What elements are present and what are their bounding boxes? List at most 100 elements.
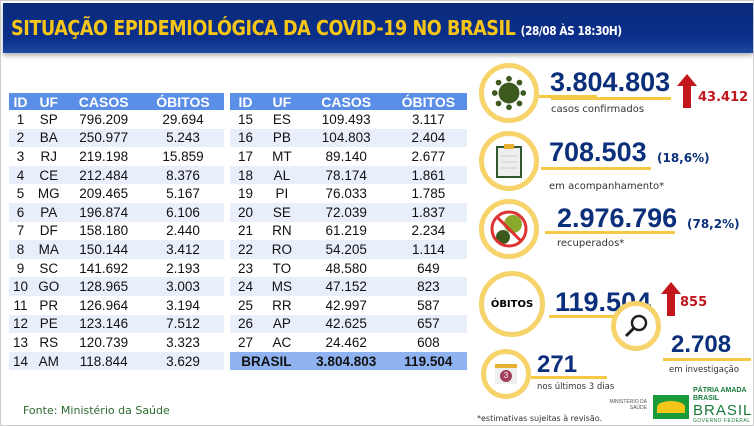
table-cell: 89.140 <box>325 148 367 164</box>
calendar-icon: 3 <box>481 349 531 399</box>
table-cell: 42.625 <box>302 314 390 334</box>
table-cell: 29.694 <box>162 111 204 127</box>
table-cell: 3.003 <box>141 277 224 296</box>
total-label: BRASIL <box>230 351 303 371</box>
investigation-value: 2.708 <box>671 331 732 358</box>
table-cell: 2.677 <box>411 148 446 164</box>
recent-value: 271 <box>537 351 578 378</box>
column-header: ID <box>230 93 261 110</box>
table-row: 17 MT 89.140 2.677 <box>230 147 467 166</box>
table-row: 27 AC 24.462 608 <box>230 333 467 352</box>
table-cell: 23 <box>237 260 253 276</box>
table-cell: PA <box>32 202 66 222</box>
table-cell: 1 <box>16 111 25 127</box>
table-cell: 109.493 <box>321 111 371 127</box>
table-cell: TO <box>272 260 292 276</box>
table-cell: RN <box>272 223 292 239</box>
arrow-up-icon <box>661 282 681 316</box>
monitoring-pct: (18,6%) <box>657 151 710 165</box>
table-cell: 24.462 <box>325 334 367 350</box>
recovered-label: recuperados* <box>557 238 625 249</box>
table-cell: 158.180 <box>79 223 129 239</box>
states-table-left: ID UF CASOS ÓBITOS 1 SP 796.209 29.694 2 BA 250.97… <box>9 93 224 371</box>
table-cell: AC <box>272 334 292 350</box>
total-casos: 3.804.803 <box>302 351 390 371</box>
deaths-increase: 855 <box>680 295 708 310</box>
table-row: 13 RS 120.739 3.323 <box>9 333 224 352</box>
table-cell: 128.965 <box>65 277 142 296</box>
column-header: UF <box>32 93 66 110</box>
table-cell: 3.412 <box>141 240 224 259</box>
table-row: 11 PR 126.964 3.194 <box>9 296 224 315</box>
table-cell: SC <box>39 260 59 276</box>
table-row: 7 DF 158.180 2.440 <box>9 222 224 241</box>
table-cell: 15.859 <box>162 148 204 164</box>
table-cell: 3.629 <box>141 351 224 371</box>
table-row: 5 MG 209.465 5.167 <box>9 184 224 203</box>
table-cell: AP <box>260 314 303 334</box>
table-cell: RR <box>272 297 292 313</box>
column-header: CASOS <box>302 93 390 110</box>
table-row: 8 MA 150.144 3.412 <box>9 240 224 259</box>
table-cell: RJ <box>40 148 58 164</box>
table-cell: 7.512 <box>141 314 224 334</box>
table-row: 25 RR 42.997 587 <box>230 296 467 315</box>
table-cell: SP <box>39 111 58 127</box>
table-cell: 27 <box>237 334 253 350</box>
table-cell: 22 <box>230 240 261 259</box>
no-virus-icon <box>479 199 539 259</box>
table-cell: AM <box>32 351 66 371</box>
table-cell: 2.440 <box>166 223 200 239</box>
table-cell: RS <box>39 334 59 350</box>
table-cell: BA <box>32 128 66 148</box>
table-cell: 1.837 <box>389 202 467 222</box>
table-cell: 657 <box>389 314 467 334</box>
table-cell: 3.323 <box>166 334 200 350</box>
table-cell: SE <box>260 202 303 222</box>
table-cell: 2.234 <box>411 223 446 239</box>
table-cell: 48.580 <box>325 260 367 276</box>
table-row: 16 PB 104.803 2.404 <box>230 128 467 148</box>
table-cell: 18 <box>230 165 261 185</box>
table-cell: PB <box>260 128 303 148</box>
table-cell: 24 <box>230 277 261 296</box>
date-text: (28/08 ÀS 18:30H) <box>520 24 622 38</box>
table-cell: 141.692 <box>79 260 129 276</box>
table-cell: 118.844 <box>65 351 142 371</box>
table-cell: 10 <box>9 277 33 296</box>
ministry-logo: MINISTÉRIO DA SAÚDE <box>609 399 647 411</box>
table-cell: 47.152 <box>302 277 390 296</box>
table-row: 18 AL 78.174 1.861 <box>230 165 467 185</box>
table-row: 24 MS 47.152 823 <box>230 277 467 296</box>
footnote: *estimativas sujeitas à revisão. <box>477 414 603 423</box>
table-cell: 823 <box>389 277 467 296</box>
virus-icon <box>479 63 539 123</box>
table-cell: 9 <box>16 260 25 276</box>
arrow-up-icon <box>677 74 697 108</box>
table-cell: 209.465 <box>79 186 129 202</box>
confirmed-label: casos confirmados <box>551 104 645 115</box>
table-cell: PE <box>32 314 66 334</box>
table-cell: 20 <box>230 202 261 222</box>
table-cell: 608 <box>417 334 440 350</box>
table-cell: 1.785 <box>411 186 446 202</box>
gov-logo-text: PÁTRIA AMADA BRASIL <box>693 387 747 402</box>
table-cell: DF <box>39 223 58 239</box>
table-cell: 15 <box>237 111 253 127</box>
gov-logo-subtitle: GOVERNO FEDERAL <box>693 418 751 424</box>
table-cell: 3.194 <box>166 297 200 313</box>
table-row: 9 SC 141.692 2.193 <box>9 259 224 278</box>
table-cell: 2 <box>9 128 33 148</box>
clipboard-icon <box>479 131 539 191</box>
deaths-badge: ÓBITOS <box>479 271 545 337</box>
total-row: BRASIL 3.804.803 119.504 <box>230 351 467 371</box>
table-cell: 3 <box>16 148 25 164</box>
table-cell: 4 <box>9 165 33 185</box>
confirmed-value: 3.804.803 <box>550 67 671 97</box>
table-cell: 8.376 <box>141 165 224 185</box>
table-cell: 8 <box>9 240 33 259</box>
table-row: 14 AM 118.844 3.629 <box>9 351 224 371</box>
table-cell: RO <box>260 240 303 259</box>
table-cell: ES <box>272 111 291 127</box>
table-cell: 126.964 <box>79 297 129 313</box>
